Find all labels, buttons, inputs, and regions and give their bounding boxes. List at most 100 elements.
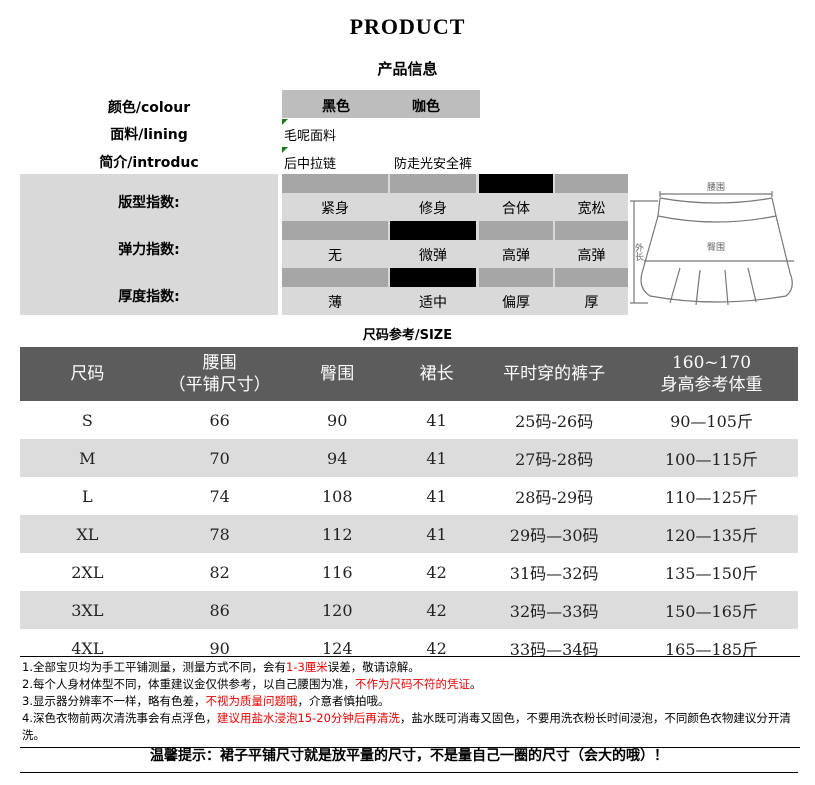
table-cell: 41 (426, 410, 447, 430)
note-highlight: 1-3厘米 (285, 660, 328, 674)
table-cell: 42 (426, 562, 447, 582)
index-label-panel (20, 174, 278, 315)
note-text: 4.深色衣物前两次清洗事会有点浮色， (22, 711, 217, 725)
note-highlight: 不视为质量问题哦 (205, 694, 298, 708)
table-cell: 112 (284, 515, 390, 553)
notes: 1.全部宝贝均为手工平铺测量，测量方式不同，会有1-3厘米误差，敬请谅解。 2.每… (20, 656, 800, 748)
colour-label: 颜色/colour (107, 100, 191, 116)
intro-value: 后中拉链 (284, 157, 337, 172)
table-cell: 29码—30码 (483, 515, 626, 553)
index-option: 偏厚 (502, 295, 530, 311)
index-bar (479, 221, 553, 240)
index-label: 厚度指数: (118, 289, 180, 305)
table-cell: 108 (321, 486, 353, 506)
table-cell: 94 (284, 439, 390, 477)
index-bar (390, 221, 476, 240)
index-option: 适中 (419, 295, 447, 311)
table-cell: 86 (154, 591, 285, 629)
table-cell: M (20, 439, 155, 477)
table-cell: 32码—33码 (483, 591, 626, 629)
intro-label: 简介/introduc (99, 155, 199, 171)
index-option: 高弹 (577, 248, 606, 264)
table-cell: 42 (426, 638, 447, 658)
table-cell: XL (20, 515, 155, 553)
index-bar (282, 221, 388, 240)
table-cell: 42 (389, 591, 484, 629)
note-text: ，盐水既可消毒又固色，不要用洗衣粉长时间浸泡，不同颜色衣物建议分开清洗。 (22, 711, 791, 742)
table-cell: 74 (209, 486, 230, 506)
table-cell: 41 (389, 439, 484, 477)
note-text: 误差，敬请谅解。 (327, 660, 420, 674)
table-cell: 70 (154, 439, 285, 477)
index-option: 紧身 (321, 201, 349, 217)
table-cell: 150—165斤 (625, 591, 798, 629)
index-bar (282, 268, 388, 287)
index-bar (555, 174, 628, 193)
table-cell: 28码-29码 (515, 488, 594, 507)
note-highlight: 建议用盐水浸泡15-20分钟后再清洗 (216, 711, 400, 725)
colour-option: 咖色 (412, 99, 440, 115)
table-cell: 110—125斤 (664, 488, 759, 507)
table-cell: 41 (426, 486, 447, 506)
intro-value: 防走光安全裤 (394, 157, 473, 172)
table-row: XL 78 112 41 29码—30码 120—135斤 (20, 515, 798, 553)
table-cell: 27码-28码 (483, 439, 626, 477)
diagram-hip-label: 臀围 (707, 242, 725, 253)
table-cell: 66 (209, 410, 230, 430)
note-text: ，介意者慎拍哦。 (297, 694, 390, 708)
skirt-diagram-icon: 腰围 臀围 外长 (630, 182, 794, 306)
diagram-waist-label: 腰围 (707, 182, 725, 193)
index-label: 弹力指数: (118, 242, 180, 258)
index-option: 修身 (419, 201, 447, 217)
cell-marker-icon (282, 147, 288, 153)
table-cell: 116 (321, 562, 353, 582)
table-row: L 74 108 41 28码-29码 110—125斤 (20, 477, 798, 515)
column-header: 平时穿的裤子 (483, 347, 626, 401)
table-cell: 90—105斤 (670, 412, 753, 431)
table-cell: 120—135斤 (625, 515, 798, 553)
note-text: 1.全部宝贝均为手工平铺测量，测量方式不同，会有 (22, 660, 286, 674)
note-line: 2.每个人身材体型不同，体重建议金仅供参考，以自己腰围为准，不作为尺码不符的凭证… (22, 676, 800, 693)
note-line: 1.全部宝贝均为手工平铺测量，测量方式不同，会有1-3厘米误差，敬请谅解。 (22, 659, 800, 676)
column-header: 尺码 (20, 347, 155, 401)
page-title: PRODUCT (349, 14, 466, 39)
table-row: 4XL 90 124 42 33码—34码 165—185斤 (20, 629, 798, 667)
index-option: 厚 (584, 295, 599, 311)
column-header: 腰围 （平铺尺寸） (154, 347, 285, 401)
table-row: 2XL 82 116 42 31码—32码 135—150斤 (20, 553, 798, 591)
column-header: 裙长 (389, 347, 484, 401)
index-option: 薄 (328, 295, 342, 311)
tip: 温馨提示：裙子平铺尺寸就是放平量的尺寸，不是量自己一圈的尺寸（会大的哦）！ (20, 740, 798, 773)
table-cell: 124 (321, 638, 353, 658)
table-cell: 90 (209, 638, 230, 658)
table-cell: 135—150斤 (664, 564, 759, 583)
table-cell: 78 (154, 515, 285, 553)
table-cell: 90 (327, 410, 348, 430)
index-bar (282, 174, 388, 193)
table-cell: 33码—34码 (509, 640, 599, 659)
lining-label: 面料/lining (110, 127, 188, 143)
index-panel (282, 174, 628, 315)
table-cell: 31码—32码 (509, 564, 599, 583)
lining-value: 毛呢面料 (284, 129, 337, 144)
table-cell: 165—185斤 (664, 640, 759, 659)
column-header: 臀围 (284, 347, 390, 401)
table-row: S 66 90 41 25码-26码 90—105斤 (20, 401, 798, 439)
table-cell: 25码-26码 (515, 412, 594, 431)
table-cell: L (82, 486, 93, 506)
section-title: 产品信息 (377, 60, 438, 78)
index-bar (555, 268, 628, 287)
table-cell: 4XL (71, 638, 104, 658)
table-cell: 41 (389, 515, 484, 553)
index-option: 无 (328, 248, 342, 264)
table-cell: 3XL (20, 591, 155, 629)
index-bar (479, 174, 553, 193)
index-label: 版型指数: (118, 195, 180, 211)
colour-options: 黑色 咖色 (282, 90, 480, 118)
index-option: 微弹 (419, 248, 447, 264)
table-cell: 82 (209, 562, 230, 582)
table-cell: S (81, 410, 93, 430)
note-text: 3.显示器分辨率不一样，略有色差， (22, 694, 206, 708)
table-cell: 120 (284, 591, 390, 629)
